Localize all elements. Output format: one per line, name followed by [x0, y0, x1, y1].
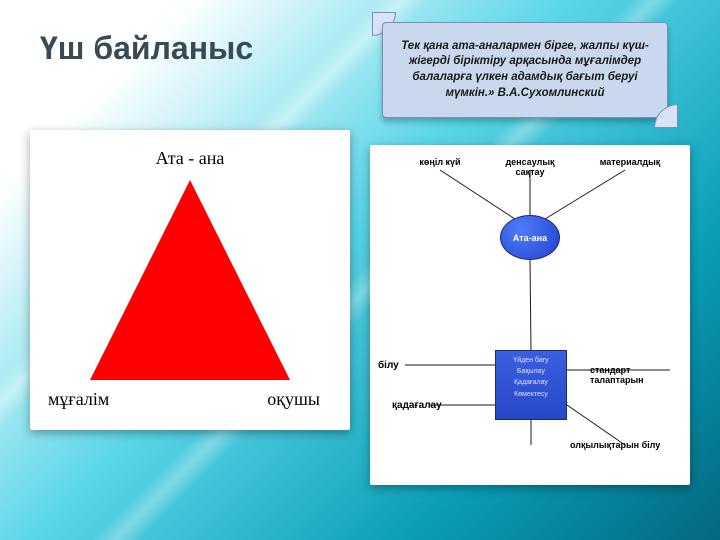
concept-top-label: көңіл күй: [415, 157, 465, 167]
triangle-top-label: Ата - ана: [40, 148, 340, 169]
concept-top-label: денсаулық сақтау: [490, 157, 570, 177]
triangle-bottom-right-label: оқушы: [267, 389, 320, 410]
triangle-shape: [90, 180, 290, 380]
slide-title: Үш байланыс: [40, 30, 253, 67]
concept-box-node: Үйден бағуБақылауҚадағалауКөмектесу: [495, 350, 567, 420]
concept-side-label: білу: [378, 360, 399, 371]
triangle-bottom-left-label: мұғалім: [48, 389, 109, 410]
triangle-panel: Ата - ана мұғалім оқушы: [30, 130, 350, 430]
concept-lines: [370, 145, 690, 485]
concept-circle-node: Ата-ана: [500, 215, 560, 260]
quote-scroll: Тек қана ата-аналармен бірге, жалпы күш-…: [370, 10, 680, 130]
quote-text: Тек қана ата-аналармен бірге, жалпы күш-…: [382, 22, 668, 118]
concept-top-label: материалдық: [595, 157, 665, 167]
concept-side-label: стандарт талаптарын: [590, 365, 680, 385]
concept-panel: көңіл күй денсаулық сақтау материалдық А…: [370, 145, 690, 485]
triangle-diagram: Ата - ана мұғалім оқушы: [40, 140, 340, 420]
concept-side-label: олқылықтарын білу: [570, 440, 680, 450]
concept-diagram: көңіл күй денсаулық сақтау материалдық А…: [370, 145, 690, 485]
concept-side-label: қадағалау: [392, 400, 442, 411]
